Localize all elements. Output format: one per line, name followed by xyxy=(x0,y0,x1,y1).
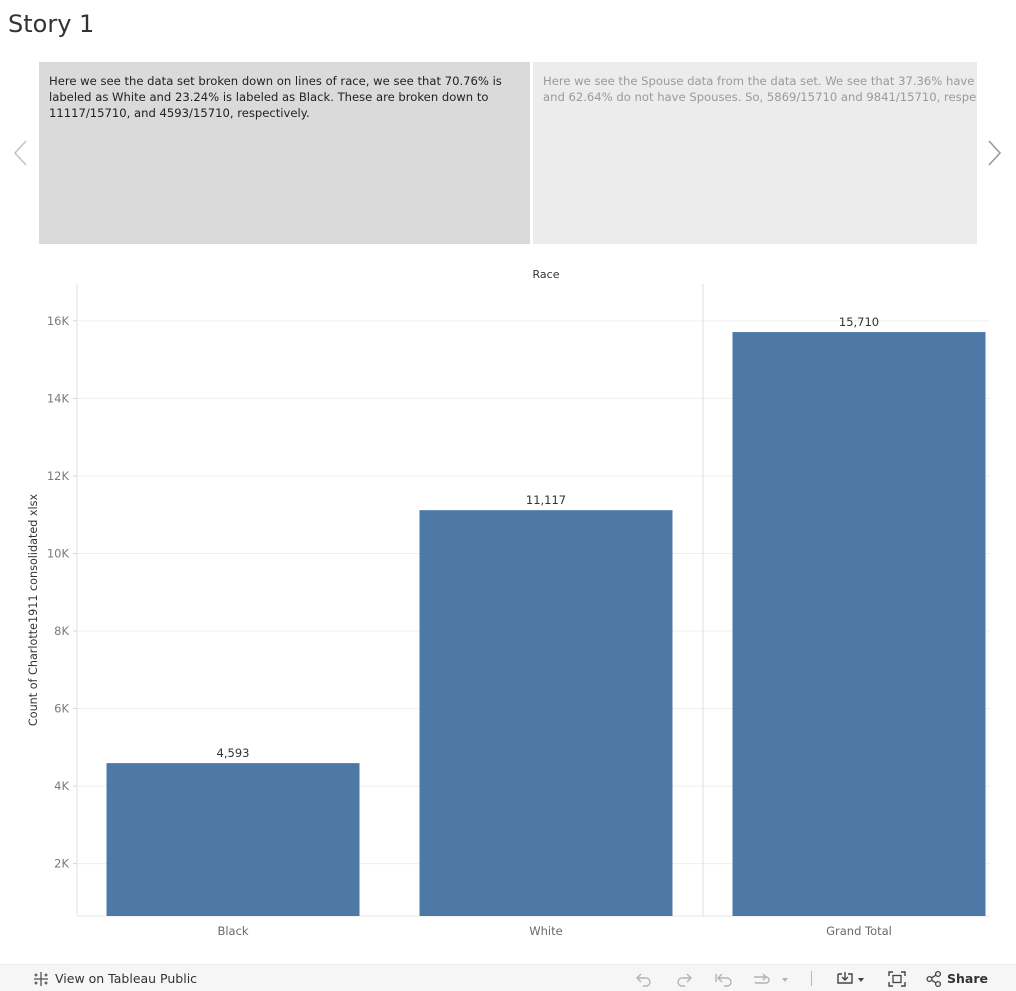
share-icon xyxy=(926,970,942,987)
story-point-text: and 62.64% do not have Spouses. So, 5869… xyxy=(543,90,977,104)
bar-data-label: 4,593 xyxy=(217,746,250,760)
redo-icon xyxy=(677,973,692,987)
fullscreen-icon xyxy=(888,970,906,987)
undo-icon xyxy=(636,973,651,987)
y-tick-label: 2K xyxy=(54,857,69,871)
chart-title: Race xyxy=(533,268,560,281)
y-tick-label: 6K xyxy=(54,702,69,716)
previous-point-arrow-icon[interactable] xyxy=(10,138,32,168)
y-tick-label: 4K xyxy=(54,779,69,793)
share-label: Share xyxy=(947,971,988,986)
bar-white xyxy=(419,510,673,916)
story-point-text: Here we see the Spouse data from the dat… xyxy=(543,74,977,88)
race-bar-chart: Race 2K 4K 6K 8K 10K 12K 14K 16K Count of Charlot… xyxy=(0,258,1016,948)
fullscreen-button[interactable] xyxy=(887,965,907,991)
redo-button[interactable] xyxy=(674,965,694,991)
tableau-logo-icon xyxy=(34,971,48,986)
revert-button[interactable] xyxy=(713,965,735,991)
story-title: Story 1 xyxy=(8,10,95,38)
chart-canvas: Race 2K 4K 6K 8K 10K 12K 14K 16K Count of Charlot… xyxy=(27,268,990,938)
x-category-label: White xyxy=(529,924,562,938)
y-tick-label: 16K xyxy=(47,314,70,328)
download-button[interactable] xyxy=(836,965,868,991)
bar-black xyxy=(106,763,360,916)
story-points: Here we see the data set broken down on … xyxy=(39,62,977,244)
revert-icon xyxy=(715,973,732,987)
story-point-race[interactable]: Here we see the data set broken down on … xyxy=(39,62,530,244)
download-icon xyxy=(837,971,864,984)
tableau-toolbar: View on Tableau Public xyxy=(0,964,1016,991)
y-tick-label: 14K xyxy=(47,391,70,405)
story-point-text: 11117/15710, and 4593/15710, respectivel… xyxy=(49,106,310,120)
x-category-label: Black xyxy=(217,924,248,938)
story-point-spouse[interactable]: Here we see the Spouse data from the dat… xyxy=(533,62,977,244)
y-axis-title: Count of Charlotte1911 consolidated xlsx xyxy=(27,494,40,727)
story-point-text: labeled as White and 23.24% is labeled a… xyxy=(49,90,489,104)
share-button[interactable]: Share xyxy=(925,965,988,991)
bar-data-label: 11,117 xyxy=(526,493,566,507)
y-tick-label: 8K xyxy=(54,624,69,638)
y-tick-label: 12K xyxy=(47,469,70,483)
story-point-text: Here we see the data set broken down on … xyxy=(49,74,502,88)
refresh-icon xyxy=(754,973,788,984)
view-on-tableau-public-label: View on Tableau Public xyxy=(55,971,198,986)
x-category-label: Grand Total xyxy=(826,924,892,938)
undo-button[interactable] xyxy=(634,965,654,991)
toolbar-divider xyxy=(811,971,812,986)
view-on-tableau-public-button[interactable]: View on Tableau Public xyxy=(32,965,197,991)
refresh-button[interactable] xyxy=(751,965,791,991)
bar-data-label: 15,710 xyxy=(839,315,879,329)
next-point-arrow-icon[interactable] xyxy=(983,138,1005,168)
bar-grand-total xyxy=(732,332,986,917)
y-tick-label: 10K xyxy=(47,546,70,560)
